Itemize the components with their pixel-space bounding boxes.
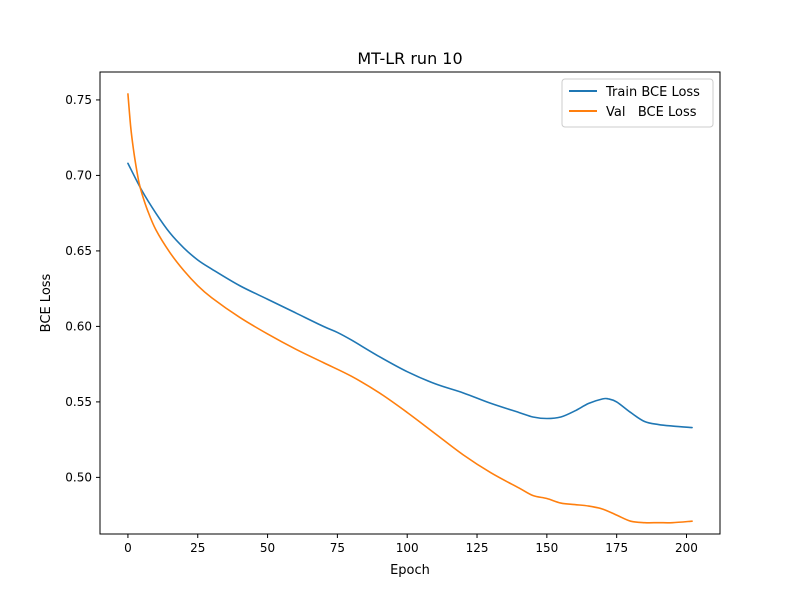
x-tick-label: 150: [535, 541, 558, 555]
x-tick-label: 200: [675, 541, 698, 555]
chart-title: MT-LR run 10: [357, 49, 462, 68]
series-line-train-bce-loss: [127, 162, 693, 429]
x-tick-label: 50: [260, 541, 275, 555]
series-layer: [127, 93, 693, 524]
x-axis-label: Epoch: [390, 563, 430, 578]
x-tick-label: 0: [124, 541, 132, 555]
y-tick-label: 0.75: [65, 93, 92, 107]
y-tick-label: 0.60: [65, 319, 92, 333]
legend-box: [561, 78, 714, 128]
y-tick-label: 0.70: [65, 168, 92, 182]
x-tick-label: 75: [330, 541, 345, 555]
x-tick-label: 25: [190, 541, 205, 555]
x-tick-label: 125: [466, 541, 489, 555]
legend: Train BCE Loss Val BCE Loss: [561, 78, 714, 128]
x-tick-label: 100: [396, 541, 419, 555]
plot-area: [99, 71, 721, 535]
y-axis: 0.50 0.55 0.60 0.65 0.70 0.75: [65, 93, 100, 484]
x-tick-label: 175: [605, 541, 628, 555]
y-tick-label: 0.50: [65, 470, 92, 484]
x-axis: 0 25 50 75 100 125 150 175 200: [124, 534, 698, 555]
y-tick-label: 0.65: [65, 244, 92, 258]
y-axis-label: BCE Loss: [39, 273, 54, 332]
axes-frame: [99, 71, 721, 535]
series-line-val-bce-loss: [127, 93, 693, 524]
legend-val-label: Val BCE Loss: [606, 105, 697, 120]
y-tick-label: 0.55: [65, 395, 92, 409]
legend-train-label: Train BCE Loss: [605, 85, 700, 100]
